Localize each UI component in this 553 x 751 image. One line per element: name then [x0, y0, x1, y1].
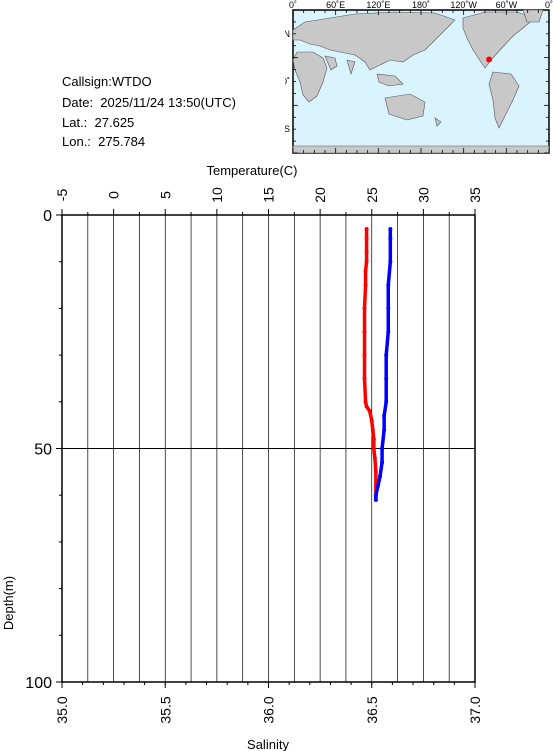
salinity-tick-label: 35.5 — [157, 696, 173, 723]
temperature-tick-label: 30 — [415, 187, 431, 203]
salinity-tick-label: 36.5 — [364, 696, 380, 723]
map-lat-label: 0˚ — [285, 77, 290, 87]
salinity-axis-title: Salinity — [247, 737, 289, 751]
map-lon-label: 120˚W — [450, 0, 477, 10]
salinity-profile-point — [386, 329, 391, 334]
location-map: 0˚ 60˚E 120˚E 180˚ 120˚W 60˚W 0˚ 60˚N 0˚ 60˚S — [285, 0, 553, 154]
map-tick-marks — [292, 9, 550, 154]
temperature-tick-label: 20 — [312, 187, 328, 203]
salinity-profile-point — [386, 306, 391, 311]
salinity-profile-point — [373, 497, 378, 502]
temperature-profile-point — [362, 353, 367, 358]
temperature-profile-point — [362, 306, 367, 311]
temperature-profile-point — [364, 236, 369, 241]
temperature-tick-label: 15 — [261, 187, 277, 203]
temperature-profile-point — [364, 227, 369, 232]
temperature-profile-point — [370, 427, 375, 432]
salinity-profile-point — [373, 493, 378, 498]
map-lon-label: 120˚E — [366, 0, 390, 10]
latitude-text: Lat.: 27.625 — [62, 115, 135, 130]
salinity-tick-label: 35.0 — [54, 696, 70, 723]
depth-tick-label: 50 — [34, 442, 52, 459]
temperature-profile-point — [364, 259, 369, 264]
map-lon-label: 60˚W — [496, 0, 518, 10]
map-lon-label: 180˚ — [412, 0, 430, 10]
salinity-profile-point — [375, 483, 380, 488]
longitude-text: Lon.: 275.784 — [62, 134, 146, 149]
temperature-profile-point — [363, 269, 368, 274]
temperature-profile-point — [362, 329, 367, 334]
temperature-profile-point — [362, 376, 367, 381]
temperature-profile-point — [373, 469, 378, 474]
salinity-profile-point — [388, 227, 393, 232]
temperature-tick-label: 10 — [209, 187, 225, 203]
temperature-tick-label: 0 — [106, 191, 122, 199]
map-lon-label: 60˚E — [326, 0, 345, 10]
salinity-profile-point — [380, 460, 385, 465]
temperature-tick-label: 25 — [364, 187, 380, 203]
map-lon-label: 0˚ — [289, 0, 297, 10]
temperature-profile-point — [363, 399, 368, 404]
salinity-profile-point — [378, 474, 383, 479]
salinity-profile-line — [374, 229, 393, 500]
depth-axis-title: Depth(m) — [1, 576, 16, 630]
depth-tick-label: 0 — [43, 208, 52, 225]
salinity-profile-point — [382, 413, 387, 418]
salinity-profile-point — [384, 376, 389, 381]
temperature-profile-point — [372, 455, 377, 460]
salinity-profile-point — [384, 353, 389, 358]
temperature-profile-point — [363, 283, 368, 288]
salinity-tick-label: 36.0 — [261, 696, 277, 723]
salinity-tick-label: 37.0 — [467, 696, 483, 723]
temperature-profile-point — [369, 418, 374, 423]
temperature-tick-label: 35 — [467, 187, 483, 203]
salinity-profile-point — [382, 427, 387, 432]
salinity-profile-point — [380, 446, 385, 451]
temperature-tick-label: -5 — [54, 189, 70, 202]
date-text: Date: 2025/11/24 13:50(UTC) — [62, 95, 236, 110]
temperature-profile-point — [364, 250, 369, 255]
salinity-profile-point — [388, 236, 393, 241]
map-lat-label: 60˚N — [285, 29, 290, 39]
map-location-marker — [486, 56, 493, 63]
salinity-profile-point — [386, 283, 391, 288]
depth-tick-label: 100 — [25, 675, 52, 692]
temperature-profile-point — [364, 404, 369, 409]
salinity-profile-point — [384, 399, 389, 404]
temperature-profile-point — [371, 446, 376, 451]
temperature-tick-label: 5 — [157, 191, 173, 199]
temperature-axis-title: Temperature(C) — [206, 163, 297, 178]
callsign-text: Callsign:WTDO — [62, 74, 152, 89]
profile-chart: Temperature(C) Salinity Depth(m) -5 0 5 10 1… — [1, 163, 483, 751]
temperature-profile-point — [367, 409, 372, 414]
map-lat-label: 60˚S — [285, 124, 290, 134]
salinity-profile-point — [388, 259, 393, 264]
temperature-profile-point — [371, 437, 376, 442]
map-lon-label: 0˚ — [545, 0, 553, 10]
